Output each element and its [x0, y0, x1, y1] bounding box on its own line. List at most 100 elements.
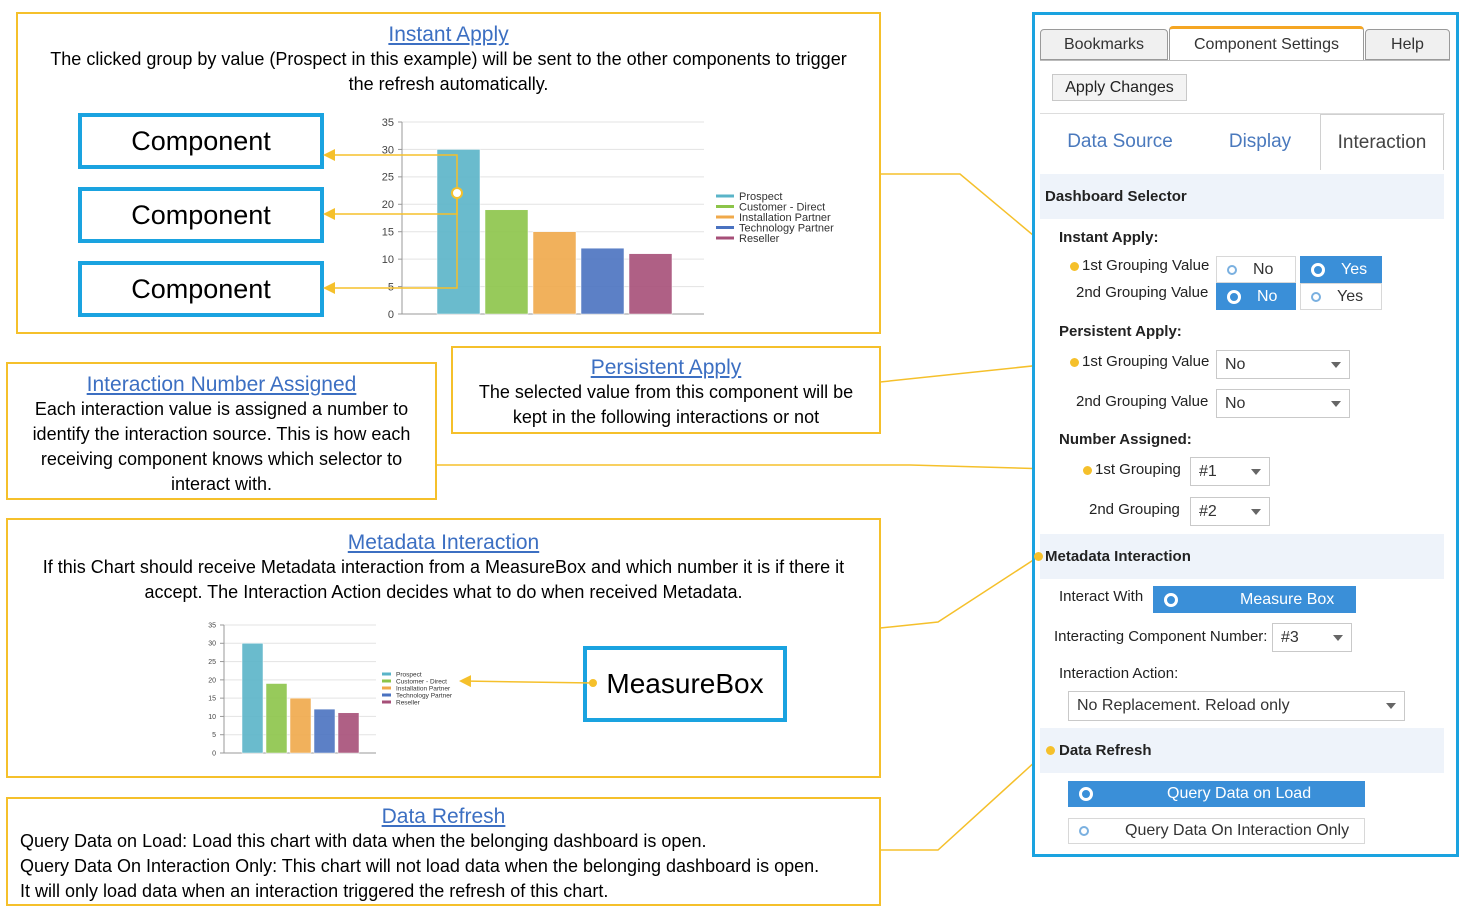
instant-first-no-radio[interactable]: No — [1216, 256, 1296, 283]
chevron-down-icon — [1333, 634, 1343, 641]
interacting-component-number-label: Interacting Component Number: — [1054, 628, 1268, 645]
legend-label: Technology Partner — [739, 222, 834, 234]
bullet-data-refresh — [1046, 746, 1055, 755]
tab-underline — [1040, 60, 1450, 61]
chevron-down-icon — [1331, 400, 1341, 407]
persistent-apply-callout: Persistent Apply The selected value from… — [451, 346, 881, 434]
interaction-action-value: No Replacement. Reload only — [1077, 697, 1290, 714]
instant-apply-text: The clicked group by value (Prospect in … — [50, 49, 847, 94]
query-on-load-label: Query Data on Load — [1167, 785, 1312, 802]
second-grouping-value-label: 2nd Grouping Value — [1076, 284, 1209, 301]
interaction-action-select[interactable]: No Replacement. Reload only — [1068, 691, 1405, 721]
radio-dot-icon — [1079, 787, 1093, 801]
measure-box-radio[interactable]: Measure Box — [1153, 586, 1356, 613]
radio-dot-icon — [1311, 262, 1325, 277]
data-refresh-line-1: Query Data on Load: Load this chart with… — [20, 831, 707, 851]
apply-changes-button[interactable]: Apply Changes — [1052, 74, 1187, 101]
legend-label: Customer - Direct — [396, 678, 447, 685]
number-assigned-label: Number Assigned: — [1059, 431, 1192, 448]
interaction-action-label: Interaction Action: — [1059, 665, 1179, 682]
bullet-persistent — [1070, 358, 1079, 367]
data-refresh-header: Data Refresh — [1040, 728, 1444, 773]
legend-label: Prospect — [739, 191, 782, 203]
second-grouping-number: #2 — [1199, 502, 1217, 520]
radio-dot-icon — [1227, 264, 1237, 275]
y-tick-label: 35 — [382, 117, 394, 129]
query-on-interaction-radio[interactable]: Query Data On Interaction Only — [1068, 818, 1365, 844]
y-tick-label: 5 — [212, 732, 216, 739]
y-tick-label: 30 — [382, 144, 394, 156]
tab-bookmarks[interactable]: Bookmarks — [1040, 29, 1168, 60]
metadata-interaction-header: Metadata Interaction — [1040, 534, 1444, 579]
second-grouping-number-select[interactable]: #2 — [1190, 497, 1270, 526]
instant-second-yes-label: Yes — [1337, 287, 1364, 305]
legend-label: Reseller — [396, 699, 421, 706]
y-tick-label: 20 — [382, 199, 394, 211]
interact-with-label: Interact With — [1059, 588, 1144, 605]
y-tick-label: 10 — [382, 254, 394, 266]
radio-dot-icon — [1227, 289, 1241, 304]
persistent-first-value: No — [1225, 355, 1246, 373]
persistent-first-select[interactable]: No — [1216, 350, 1350, 379]
bar — [484, 209, 529, 315]
y-tick-label: 30 — [208, 641, 216, 648]
instant-apply-arrows — [323, 149, 463, 294]
y-tick-label: 0 — [212, 750, 216, 757]
instant-second-no-label: No — [1257, 287, 1278, 305]
legend-label: Installation Partner — [739, 212, 831, 224]
data-refresh-header-label: Data Refresh — [1059, 742, 1152, 759]
persistent-apply-text: The selected value from this component w… — [478, 382, 854, 427]
persistent-apply-label: Persistent Apply: — [1059, 323, 1182, 340]
interacting-component-number-select[interactable]: #3 — [1272, 623, 1352, 652]
y-tick-label: 25 — [382, 172, 394, 184]
y-tick-label: 25 — [208, 659, 216, 666]
interacting-component-number: #3 — [1281, 628, 1299, 646]
persistent-first-label: 1st Grouping Value — [1082, 353, 1210, 370]
instant-second-no-radio[interactable]: No — [1216, 283, 1296, 310]
chevron-down-icon — [1331, 361, 1341, 368]
metadata-interaction-title: Metadata Interaction — [347, 531, 540, 554]
interaction-number-callout: Interaction Number Assigned Each interac… — [6, 362, 437, 500]
y-tick-label: 10 — [208, 714, 216, 721]
subtab-interaction[interactable]: Interaction — [1320, 114, 1444, 170]
metadata-interaction-text: If this Chart should receive Metadata in… — [42, 557, 845, 602]
radio-dot-icon — [1311, 291, 1321, 302]
data-refresh-callout: Data Refresh Query Data on Load: Load th… — [6, 797, 881, 906]
chevron-down-icon — [1251, 468, 1261, 475]
data-refresh-line-3: It will only load data when an interacti… — [20, 881, 609, 901]
instant-first-yes-radio[interactable]: Yes — [1300, 256, 1382, 283]
query-on-load-radio[interactable]: Query Data on Load — [1068, 781, 1365, 807]
tab-component-settings[interactable]: Component Settings — [1169, 26, 1364, 61]
legend-label: Customer - Direct — [739, 201, 825, 213]
data-refresh-title: Data Refresh — [381, 805, 506, 828]
y-tick-label: 20 — [208, 677, 216, 684]
persistent-apply-title: Persistent Apply — [590, 356, 742, 379]
bar — [265, 683, 288, 754]
instant-first-yes-label: Yes — [1341, 260, 1368, 278]
bar — [337, 712, 360, 754]
measure-box-label: Measure Box — [1240, 590, 1335, 608]
radio-dot-icon — [1164, 592, 1178, 607]
tab-help[interactable]: Help — [1365, 29, 1450, 60]
interaction-number-title: Interaction Number Assigned — [86, 373, 357, 396]
measurebox-arrow — [459, 675, 597, 688]
bar — [313, 708, 336, 754]
legend-label: Technology Partner — [396, 692, 453, 699]
subtab-display[interactable]: Display — [1228, 131, 1292, 152]
first-grouping-value-label: 1st Grouping Value — [1082, 257, 1210, 274]
instant-second-yes-radio[interactable]: Yes — [1300, 283, 1382, 310]
bar — [289, 697, 312, 754]
persistent-second-select[interactable]: No — [1216, 389, 1350, 418]
subtab-divider — [1040, 113, 1445, 114]
y-tick-label: 35 — [208, 622, 216, 629]
radio-dot-icon — [1079, 826, 1089, 836]
query-on-interaction-label: Query Data On Interaction Only — [1125, 822, 1350, 839]
legend-label: Installation Partner — [396, 685, 451, 692]
bullet-number — [1083, 466, 1092, 475]
chevron-down-icon — [1251, 508, 1261, 515]
subtab-data-source[interactable]: Data Source — [1067, 131, 1173, 152]
component-box-1: Component — [78, 113, 324, 169]
persistent-second-value: No — [1225, 394, 1246, 412]
first-grouping-number-select[interactable]: #1 — [1190, 457, 1270, 486]
